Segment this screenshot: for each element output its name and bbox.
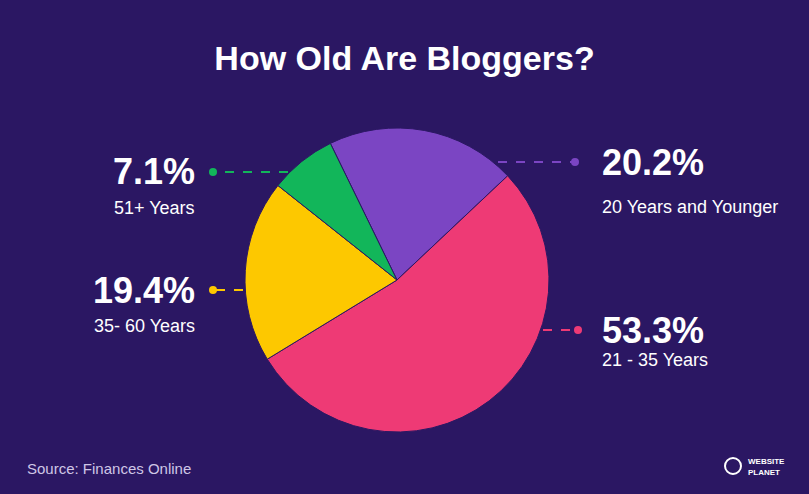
svg-text:Source: Finances Online: Source: Finances Online [27,460,191,477]
svg-text:PLANET: PLANET [748,468,780,477]
svg-text:51+ Years: 51+ Years [114,198,195,218]
svg-text:53.3%: 53.3% [602,310,704,351]
svg-text:7.1%: 7.1% [113,151,195,192]
svg-text:WEBSITE: WEBSITE [748,457,785,466]
svg-text:20 Years and Younger: 20 Years and Younger [602,197,778,217]
svg-text:20.2%: 20.2% [602,142,704,183]
svg-text:21 - 35 Years: 21 - 35 Years [602,350,708,370]
svg-text:19.4%: 19.4% [93,270,195,311]
svg-text:35- 60 Years: 35- 60 Years [94,316,195,336]
svg-text:How Old Are Bloggers?: How Old Are Bloggers? [214,39,594,77]
